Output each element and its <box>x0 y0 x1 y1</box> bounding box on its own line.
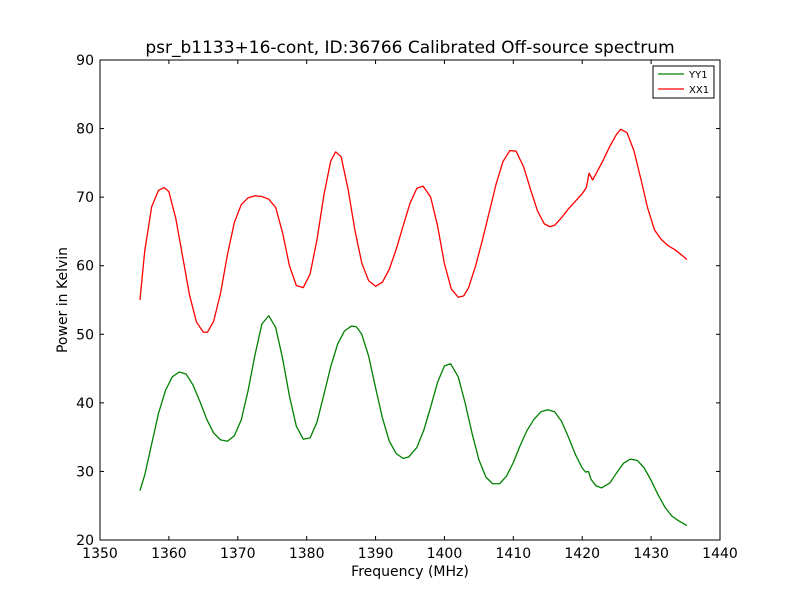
x-tick-label: 1380 <box>289 546 325 562</box>
y-tick-label: 80 <box>76 122 94 138</box>
x-tick-label: 1430 <box>633 546 669 562</box>
x-tick-label: 1360 <box>151 546 187 562</box>
y-tick-label: 70 <box>76 190 94 206</box>
chart-title: psr_b1133+16-cont, ID:36766 Calibrated O… <box>145 38 674 58</box>
y-axis-label: Power in Kelvin <box>55 247 71 353</box>
plot-area: 1350 1360 1370 1380 1390 1400 1410 1420 1430 1440… <box>76 53 738 562</box>
x-tick-label: 1410 <box>496 546 532 562</box>
y-tick-label: 30 <box>76 464 94 480</box>
legend-label-yy1: YY1 <box>688 70 708 81</box>
series-line-xx1 <box>139 128 688 333</box>
y-tick-label: 60 <box>76 259 94 275</box>
y-axis-ticks: 20 30 40 50 60 70 80 90 <box>76 53 720 549</box>
x-tick-label: 1400 <box>427 546 463 562</box>
x-tick-label: 1440 <box>702 546 738 562</box>
x-axis-ticks: 1350 1360 1370 1380 1390 1400 1410 1420 1430 1440 <box>82 60 738 562</box>
x-tick-label: 1420 <box>564 546 600 562</box>
y-tick-label: 50 <box>76 327 94 343</box>
series-line-yy1 <box>139 315 688 527</box>
x-tick-label: 1370 <box>220 546 256 562</box>
x-tick-label: 1390 <box>358 546 394 562</box>
y-tick-label: 90 <box>76 53 94 69</box>
x-tick-label: 1350 <box>82 546 118 562</box>
y-tick-label: 20 <box>76 533 94 549</box>
series-layer <box>139 128 688 527</box>
legend-label-xx1: XX1 <box>689 85 709 96</box>
legend: YY1 XX1 <box>652 65 715 99</box>
plot-frame <box>99 59 721 541</box>
x-axis-label: Frequency (MHz) <box>351 564 469 580</box>
y-tick-label: 40 <box>76 396 94 412</box>
legend-box <box>652 65 715 99</box>
